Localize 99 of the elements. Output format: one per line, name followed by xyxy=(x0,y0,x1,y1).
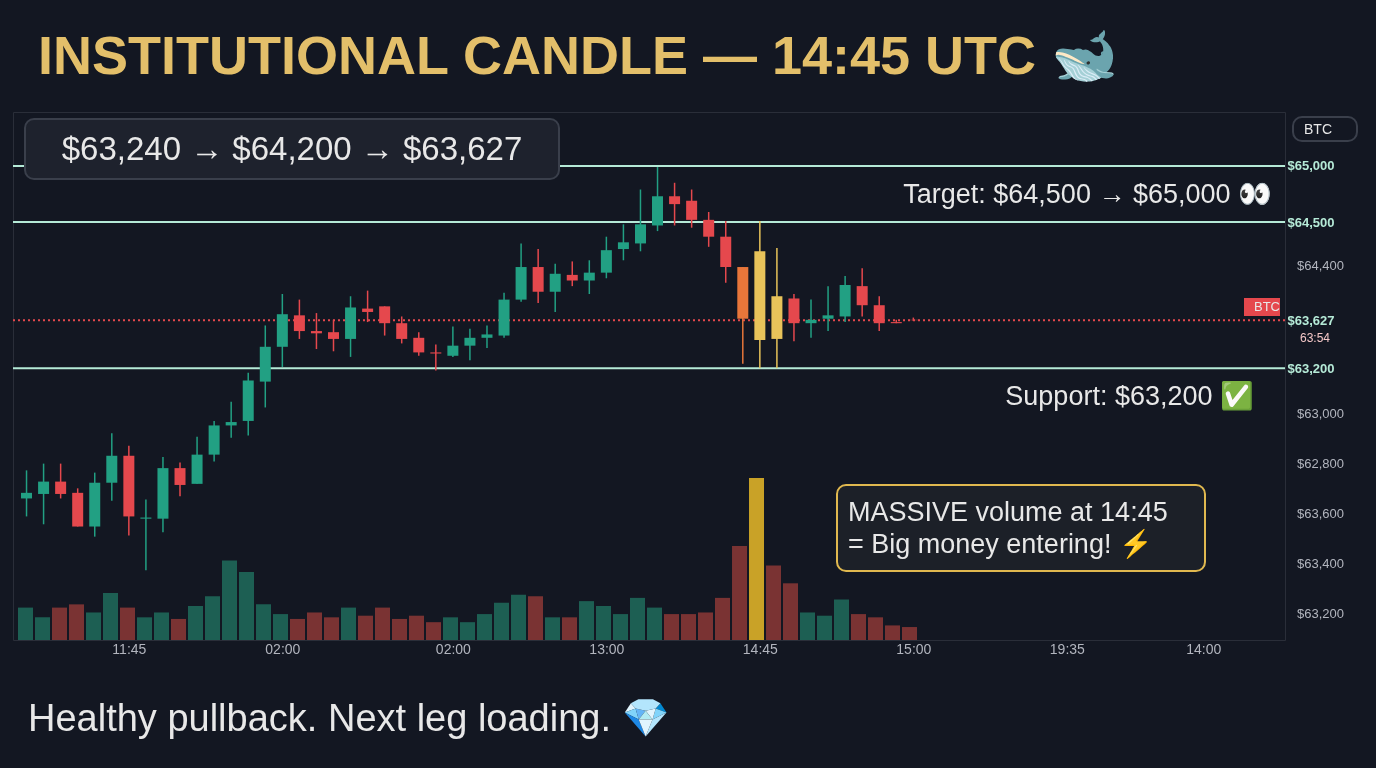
bar xyxy=(460,622,476,640)
bar xyxy=(35,617,50,640)
candlestick xyxy=(669,182,681,227)
bar xyxy=(239,571,254,640)
x-tick-label: 11:45 xyxy=(112,640,147,657)
bar xyxy=(800,612,816,640)
candlestick xyxy=(703,211,715,248)
candlestick xyxy=(174,461,186,497)
bar xyxy=(290,618,305,640)
bar xyxy=(868,617,884,640)
bar xyxy=(171,618,186,640)
bar xyxy=(69,604,84,640)
bar xyxy=(273,614,288,640)
annotation: Support: $63,200 ✅ xyxy=(1005,380,1254,413)
y-tick-label: $63,200 xyxy=(1287,360,1335,376)
bar xyxy=(511,594,527,640)
text: BTC xyxy=(1292,116,1358,142)
x-tick-label: 14:00 xyxy=(1186,640,1222,657)
bar xyxy=(137,617,152,640)
bar xyxy=(749,478,765,640)
y-tick-label: $63,627 xyxy=(1287,312,1335,328)
bar xyxy=(715,597,731,640)
bar xyxy=(409,615,425,640)
bar xyxy=(18,607,33,640)
bar xyxy=(307,612,323,640)
candlestick xyxy=(549,262,561,313)
annotation: $63,240 → $64,200 → $63,627 xyxy=(24,118,560,180)
annotation: MASSIVE volume at 14:45 = Big money entering! ⚡ xyxy=(836,484,1206,572)
bar xyxy=(375,607,391,640)
bar xyxy=(579,601,595,640)
bar xyxy=(120,607,135,640)
bar xyxy=(596,605,612,640)
text: $63,000 xyxy=(1297,406,1344,422)
bar xyxy=(426,622,442,640)
bar xyxy=(477,614,493,640)
candlestick xyxy=(634,188,646,253)
bar xyxy=(851,614,867,640)
bar xyxy=(154,612,169,640)
bar xyxy=(817,615,833,640)
bar xyxy=(205,596,220,640)
bar xyxy=(358,615,374,640)
candlestick xyxy=(583,259,595,295)
candlestick xyxy=(600,235,612,280)
candlestick xyxy=(55,462,67,500)
text: 63:54 xyxy=(1300,331,1331,346)
bar xyxy=(698,612,714,640)
candlestick xyxy=(140,498,152,572)
bar xyxy=(630,597,646,640)
x-tick-label: 19:35 xyxy=(1049,640,1086,657)
candlestick xyxy=(822,285,834,332)
bar xyxy=(222,560,237,640)
bar xyxy=(188,605,203,640)
bar xyxy=(494,602,510,640)
annotation: Target: $64,500 → $65,000 👀 xyxy=(903,178,1272,211)
x-tick-label: 15:00 xyxy=(896,640,932,657)
candlestick xyxy=(38,462,50,526)
text: $62,800 xyxy=(1297,456,1344,472)
bar xyxy=(545,617,561,640)
text: $63,400 xyxy=(1297,556,1344,572)
bar xyxy=(902,627,918,640)
candlestick xyxy=(566,260,578,287)
bar xyxy=(834,599,850,640)
x-tick-label: 13:00 xyxy=(589,640,625,657)
x-tick-label: 02:00 xyxy=(435,640,472,657)
annotation: BTC xyxy=(1244,298,1280,316)
bar xyxy=(664,614,680,640)
bar xyxy=(766,565,782,640)
x-tick-label: 14:45 xyxy=(742,640,779,657)
text: $63,600 xyxy=(1297,506,1344,522)
bar xyxy=(52,607,67,640)
bar xyxy=(86,612,101,640)
candlestick xyxy=(430,343,442,372)
bar xyxy=(103,593,118,640)
chart-title: INSTITUTIONAL CANDLE — 14:45 UTC 🐋 xyxy=(38,24,1119,87)
bar xyxy=(732,546,748,640)
bar xyxy=(885,625,901,640)
y-tick-label: $64,500 xyxy=(1287,214,1335,230)
bar xyxy=(613,614,629,640)
bar xyxy=(681,614,697,640)
bar xyxy=(392,618,408,640)
bar xyxy=(528,596,544,640)
text: $64,400 xyxy=(1297,258,1344,274)
text: Healthy pullback. Next leg loading. 💎 xyxy=(28,696,669,741)
candlestick xyxy=(481,324,493,349)
bar xyxy=(783,583,799,640)
bar xyxy=(341,607,357,640)
x-tick-label: 02:00 xyxy=(265,640,301,657)
bar xyxy=(324,617,340,640)
bar xyxy=(562,617,578,640)
candlestick xyxy=(686,188,698,229)
candlestick xyxy=(447,325,459,358)
bar xyxy=(647,607,663,640)
bar xyxy=(443,617,459,640)
candlestick xyxy=(617,223,629,262)
y-tick-label: $65,000 xyxy=(1287,158,1335,174)
candlestick xyxy=(413,331,425,357)
candlestick xyxy=(856,267,868,318)
bar xyxy=(256,604,271,640)
candlestick xyxy=(464,328,476,362)
